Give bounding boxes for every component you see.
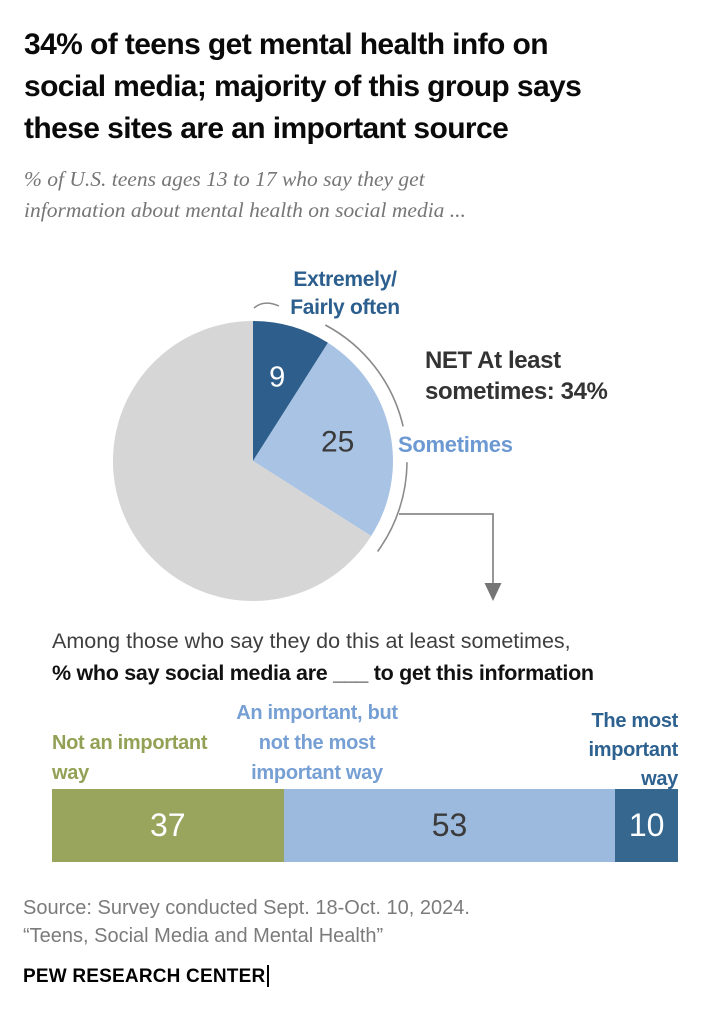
net-annotation: NET At least sometimes: 34% <box>425 347 608 405</box>
text-cursor <box>267 965 270 987</box>
pie-slice-value-0: 9 <box>269 362 285 394</box>
pie-slice-value-1: 25 <box>321 426 354 459</box>
pie-slice-1 <box>253 342 393 536</box>
brand-wordmark: PEW RESEARCH CENTER <box>23 965 270 988</box>
stacked-bar-chart: 37 53 10 <box>52 789 678 862</box>
flow-arrow-line <box>399 513 494 584</box>
bar-label-most-important: The most important way <box>588 710 678 790</box>
pie-slice-2 <box>112 320 372 601</box>
bar-heading-line2: % who say social media are ___ to get th… <box>52 661 594 685</box>
bar-segment-0: 37 <box>52 789 284 862</box>
bar-section-heading: Among those who say they do this at leas… <box>52 625 702 689</box>
pie-label-sometimes: Sometimes <box>398 432 513 457</box>
page-title: 34% of teens get mental health info on s… <box>24 28 582 145</box>
net-bracket-arc-upper <box>324 324 404 427</box>
pie-chart: 9 25 <box>112 320 393 601</box>
net-bracket-arc-lower <box>376 462 408 552</box>
bar-heading-line1: Among those who say they do this at leas… <box>52 629 571 653</box>
source-note: Source: Survey conducted Sept. 18-Oct. 1… <box>23 897 470 947</box>
pie-slice-0 <box>253 321 328 461</box>
flow-arrow-head-icon <box>484 583 502 601</box>
bar-label-important-not-most: An important, but not the most important… <box>236 702 398 784</box>
bar-segment-2: 10 <box>615 789 678 862</box>
page-subtitle: % of U.S. teens ages 13 to 17 who say th… <box>24 167 466 222</box>
brand-text: PEW RESEARCH CENTER <box>23 966 266 988</box>
bar-label-not-important: Not an important way <box>52 732 208 784</box>
bar-segment-1: 53 <box>283 789 616 862</box>
pie-label-extremely-fairly-often: Extremely/ Fairly often <box>290 268 400 319</box>
